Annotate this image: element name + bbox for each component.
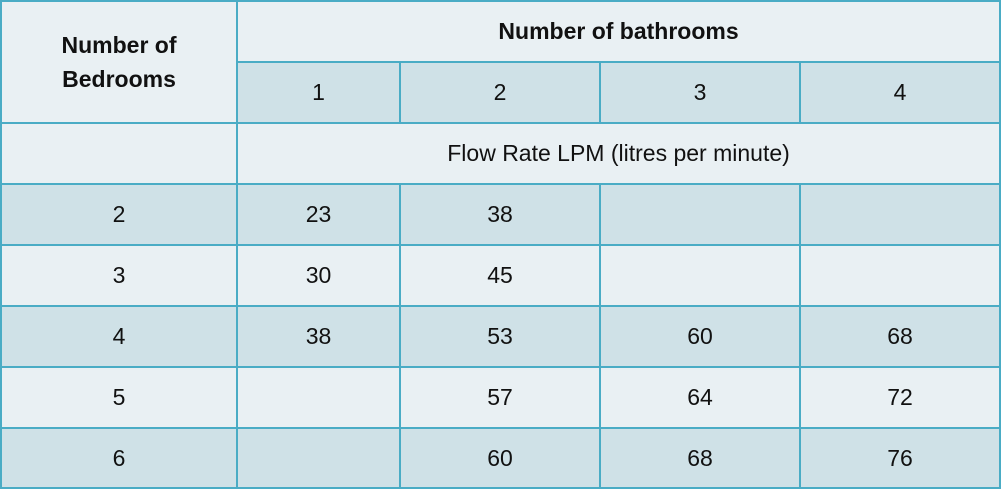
table-row: 6 60 68 76 — [0, 427, 1001, 489]
bedroom-count-cell: 4 — [0, 305, 238, 368]
table-row: 4 38 53 60 68 — [0, 305, 1001, 368]
bathroom-count-cell: 2 — [399, 61, 601, 124]
flow-rate-cell: 38 — [236, 305, 401, 368]
bathrooms-header: Number of bathrooms — [235, 0, 1001, 63]
flow-rate-cell: 23 — [236, 183, 401, 246]
flow-rate-cell — [236, 366, 401, 429]
bathroom-count-cell: 3 — [599, 61, 801, 124]
flow-rate-cell: 38 — [399, 183, 601, 246]
bathroom-count-cell: 1 — [236, 61, 401, 124]
flow-rate-cell — [798, 183, 1001, 246]
flow-rate-cell — [236, 427, 401, 489]
flow-rate-label: Flow Rate LPM (litres per minute) — [235, 122, 1001, 185]
table-row: 2 23 38 — [0, 183, 1001, 246]
table-header-row: Number of Bedrooms Number of bathrooms — [0, 0, 1001, 124]
flow-rate-cell: 45 — [399, 244, 601, 307]
bathroom-count-row: 1 2 3 4 — [1, 61, 1001, 124]
bedroom-count-cell: 3 — [0, 244, 238, 307]
flow-rate-cell: 60 — [399, 427, 601, 489]
table-row: 5 57 64 72 — [0, 366, 1001, 429]
flow-rate-cell: 53 — [399, 305, 601, 368]
bedroom-count-cell: 5 — [0, 366, 238, 429]
flow-rate-cell: 76 — [798, 427, 1001, 489]
flow-rate-cell: 60 — [599, 305, 801, 368]
flow-rate-cell: 64 — [599, 366, 801, 429]
flow-rate-cell — [599, 244, 801, 307]
flow-rate-label-row: Flow Rate LPM (litres per minute) — [0, 122, 1001, 185]
flow-rate-cell — [798, 244, 1001, 307]
flow-rate-cell: 72 — [798, 366, 1001, 429]
flow-rate-cell — [599, 183, 801, 246]
bedrooms-header-line2: Bedrooms — [62, 66, 176, 92]
bedrooms-header: Number of Bedrooms — [0, 0, 238, 124]
bedroom-count-cell: 6 — [0, 427, 238, 489]
bedrooms-header-line1: Number of — [61, 32, 177, 58]
flow-rate-cell: 57 — [399, 366, 601, 429]
empty-cell — [0, 122, 238, 185]
bedroom-count-cell: 2 — [0, 183, 238, 246]
table-row: 3 30 45 — [0, 244, 1001, 307]
flow-rate-cell: 68 — [798, 305, 1001, 368]
bathroom-count-cell: 4 — [798, 61, 1001, 124]
flow-rate-cell: 68 — [599, 427, 801, 489]
flow-rate-cell: 30 — [236, 244, 401, 307]
